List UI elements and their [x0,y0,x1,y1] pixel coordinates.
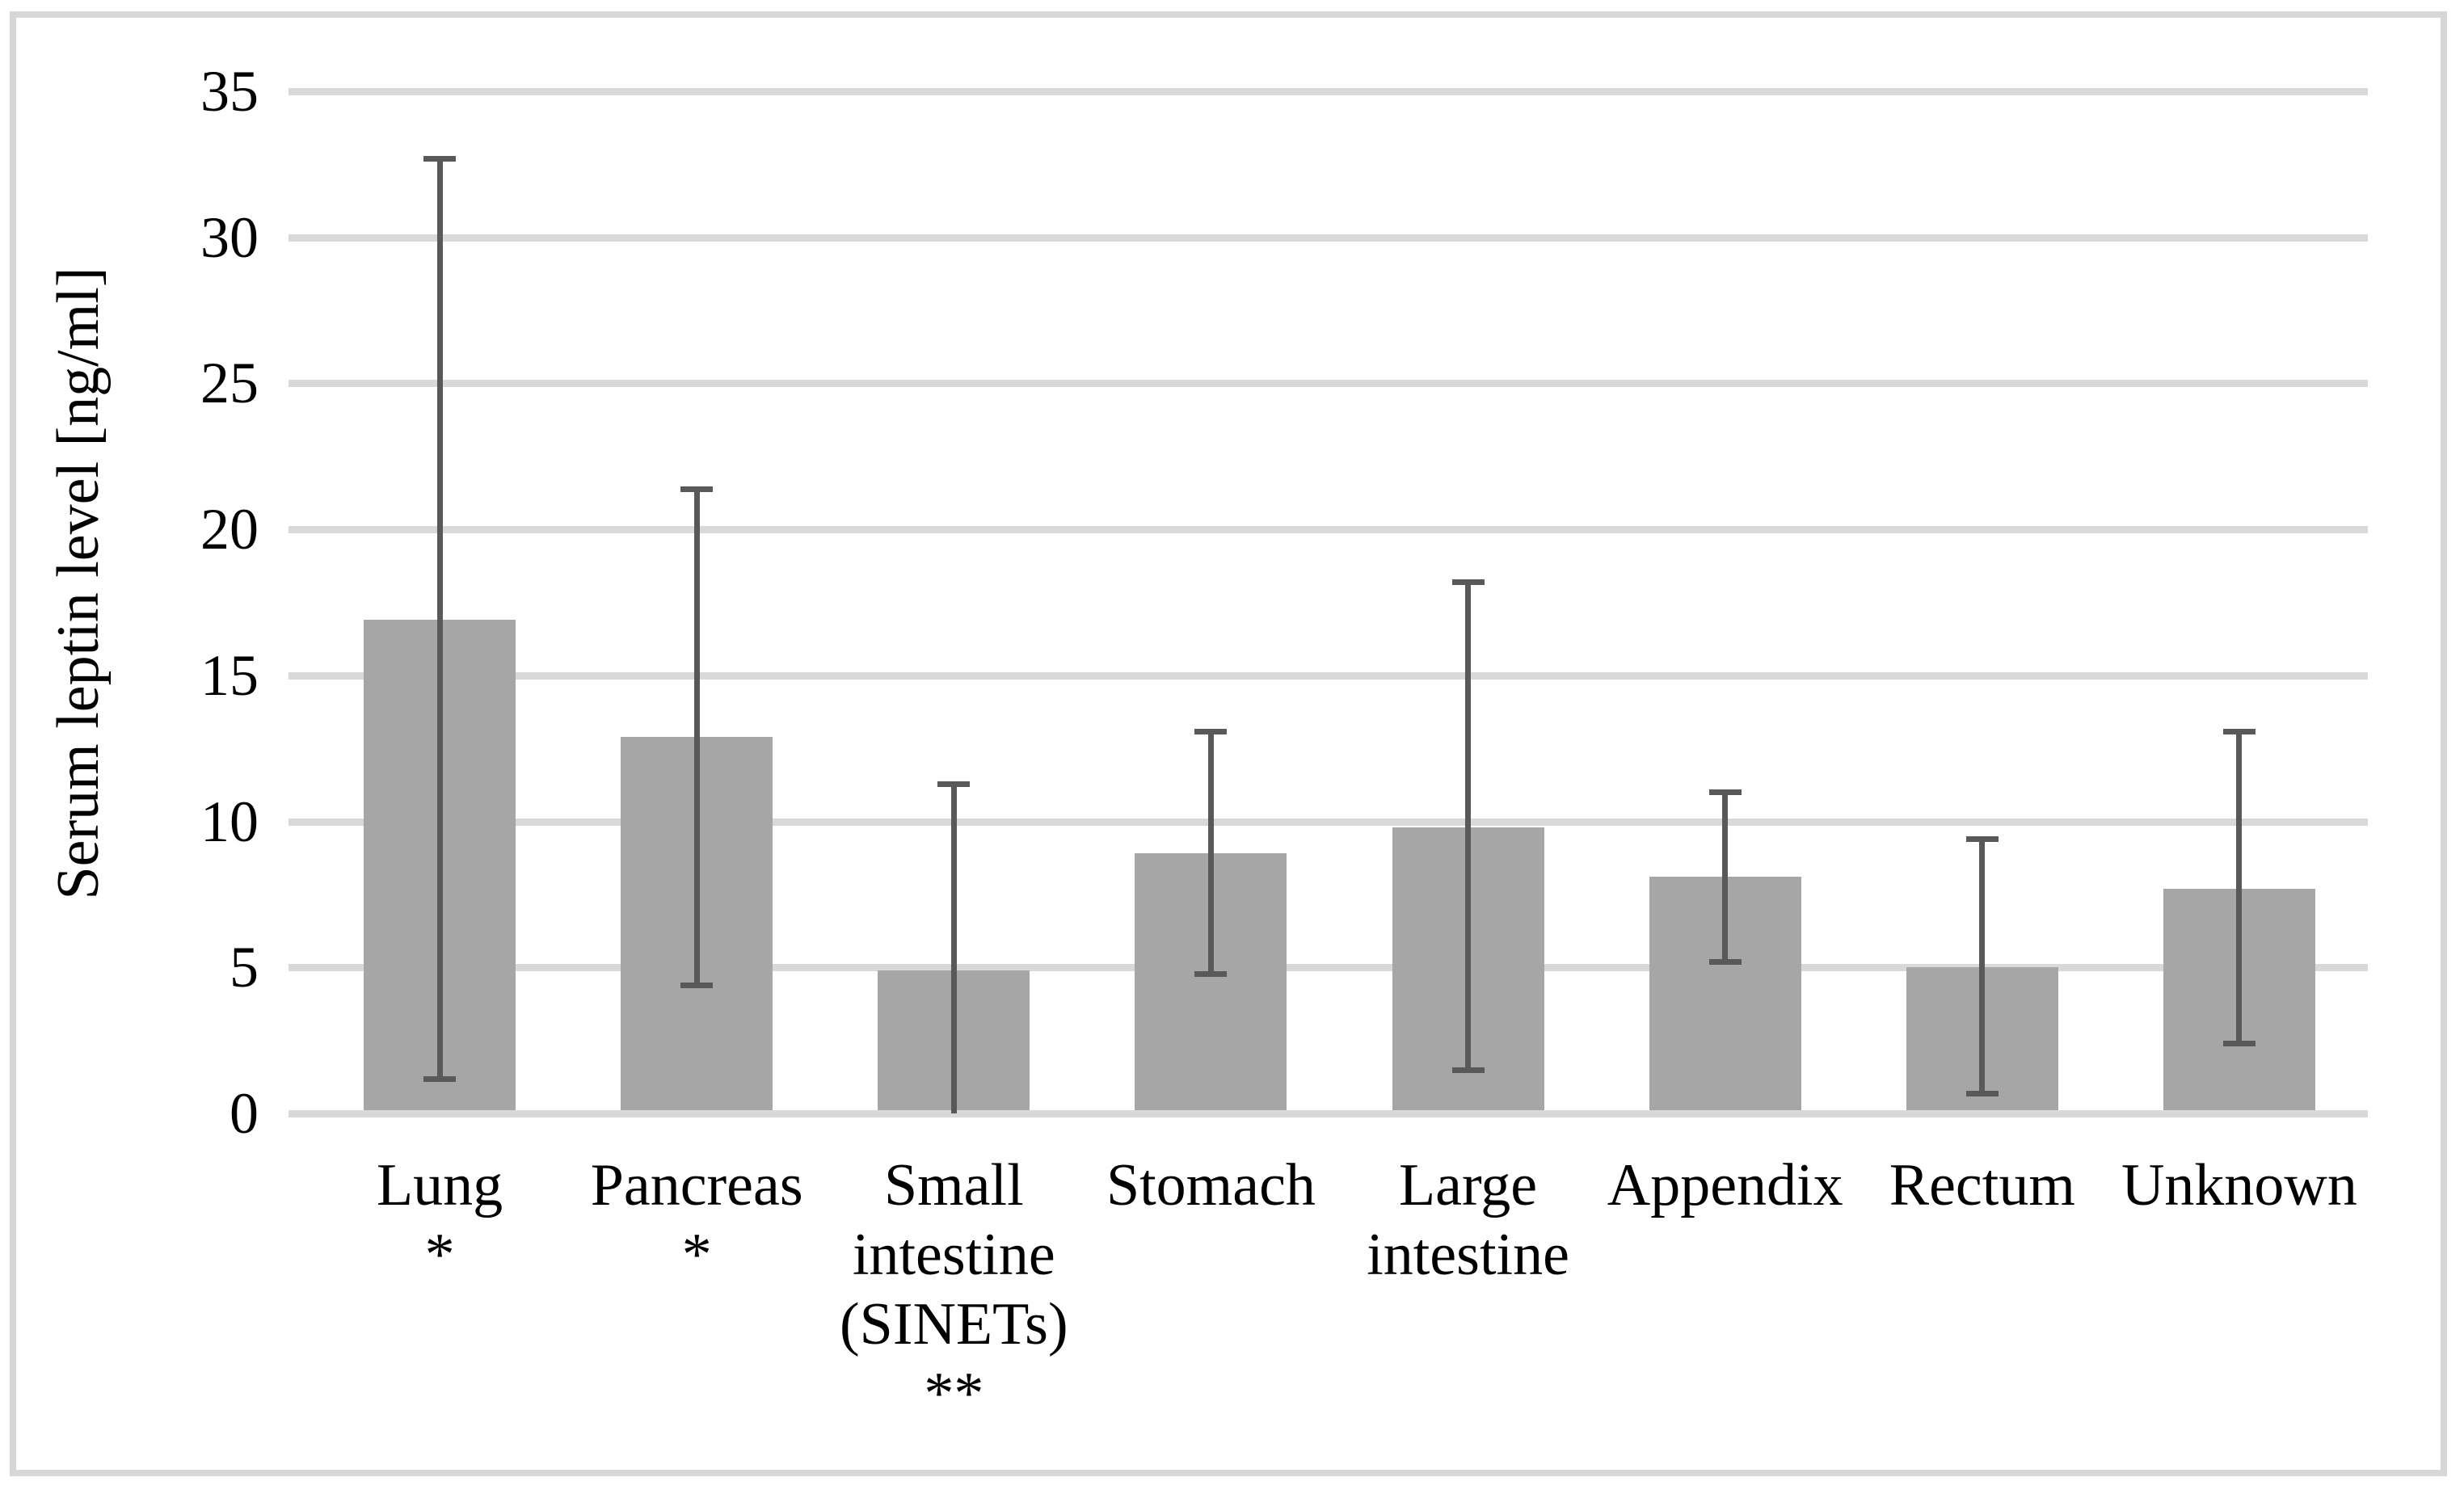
error-bar-cap-bottom [2222,1041,2256,1047]
category-label-line: Lung [376,1152,503,1218]
error-bar-cap-top [1451,579,1485,586]
y-tick-label: 25 [200,351,259,416]
y-gridline [311,964,2368,972]
y-axis-title: Serum leptin level [ng/ml] [45,267,112,900]
y-tick-label: 0 [230,1081,259,1146]
y-tick-label: 20 [200,497,259,562]
error-bar-cap-bottom [680,982,714,988]
category-label-line: Unknown [2121,1152,2357,1218]
significance-marker: * [424,1222,455,1288]
category-label: Unknown [2106,1151,2373,1220]
category-label-line: Small [883,1152,1024,1218]
y-tick-label: 30 [200,204,259,270]
error-bar-line [1465,582,1472,1070]
category-label: Rectum [1849,1151,2116,1220]
y-tick-label: 35 [200,59,259,124]
error-bar-line [1207,730,1214,974]
category-label: Small intestine (SINETs) ** [820,1151,1087,1429]
error-bar-cap-top [937,781,971,787]
category-label-line: intestine [1367,1222,1569,1288]
y-gridline [311,234,2368,242]
y-gridline [311,88,2368,95]
significance-marker: * [681,1222,712,1288]
error-bar-cap-top [1965,836,1999,843]
y-axis-tick [289,818,313,826]
category-label: Lung * [306,1151,573,1290]
category-label-line: Stomach [1106,1152,1316,1218]
category-label-line: Appendix [1607,1152,1843,1218]
category-label-line: Pancreas [590,1152,803,1218]
y-axis-tick [289,1110,313,1117]
y-axis-tick [289,671,313,680]
error-bar-line [693,488,700,985]
error-bar-cap-top [680,486,714,492]
y-tick-label: 10 [200,789,259,854]
error-bar-cap-top [423,156,457,162]
y-axis-tick [289,526,313,534]
significance-marker: ** [924,1361,984,1427]
error-bar-line [2236,730,2243,1044]
category-label-line: (SINETs) [840,1291,1068,1357]
error-bar-cap-bottom [1451,1067,1485,1073]
y-gridline [311,671,2368,680]
y-axis-tick [289,88,313,95]
y-axis-tick [289,234,313,242]
error-bar-cap-top [1194,728,1228,734]
error-bar-cap-top [1708,789,1742,796]
error-bar-cap-top [2222,728,2256,734]
y-gridline [311,818,2368,826]
y-tick-label: 5 [230,935,259,1000]
error-bar-line [950,783,957,1113]
category-label-line: intestine [852,1222,1055,1288]
error-bar-line [1979,839,1986,1093]
error-bar-cap-bottom [1194,970,1228,977]
x-axis-line [311,1110,2368,1117]
category-label-line: Large [1398,1152,1538,1218]
error-bar-line [1722,792,1729,962]
y-gridline [311,380,2368,388]
y-tick-label: 15 [200,642,259,708]
category-label: Large intestine [1335,1151,1602,1290]
category-label: Stomach [1077,1151,1344,1220]
y-axis-tick [289,964,313,972]
category-label-line: Rectum [1889,1152,2075,1218]
category-label: Pancreas * [563,1151,830,1290]
error-bar-cap-bottom [1708,959,1742,966]
category-label: Appendix [1592,1151,1859,1220]
error-bar-line [436,158,443,1079]
figure-border [10,11,2447,1476]
error-bar-cap-bottom [423,1075,457,1082]
y-axis-tick [289,380,313,388]
y-gridline [311,526,2368,534]
error-bar-cap-bottom [1965,1090,1999,1096]
